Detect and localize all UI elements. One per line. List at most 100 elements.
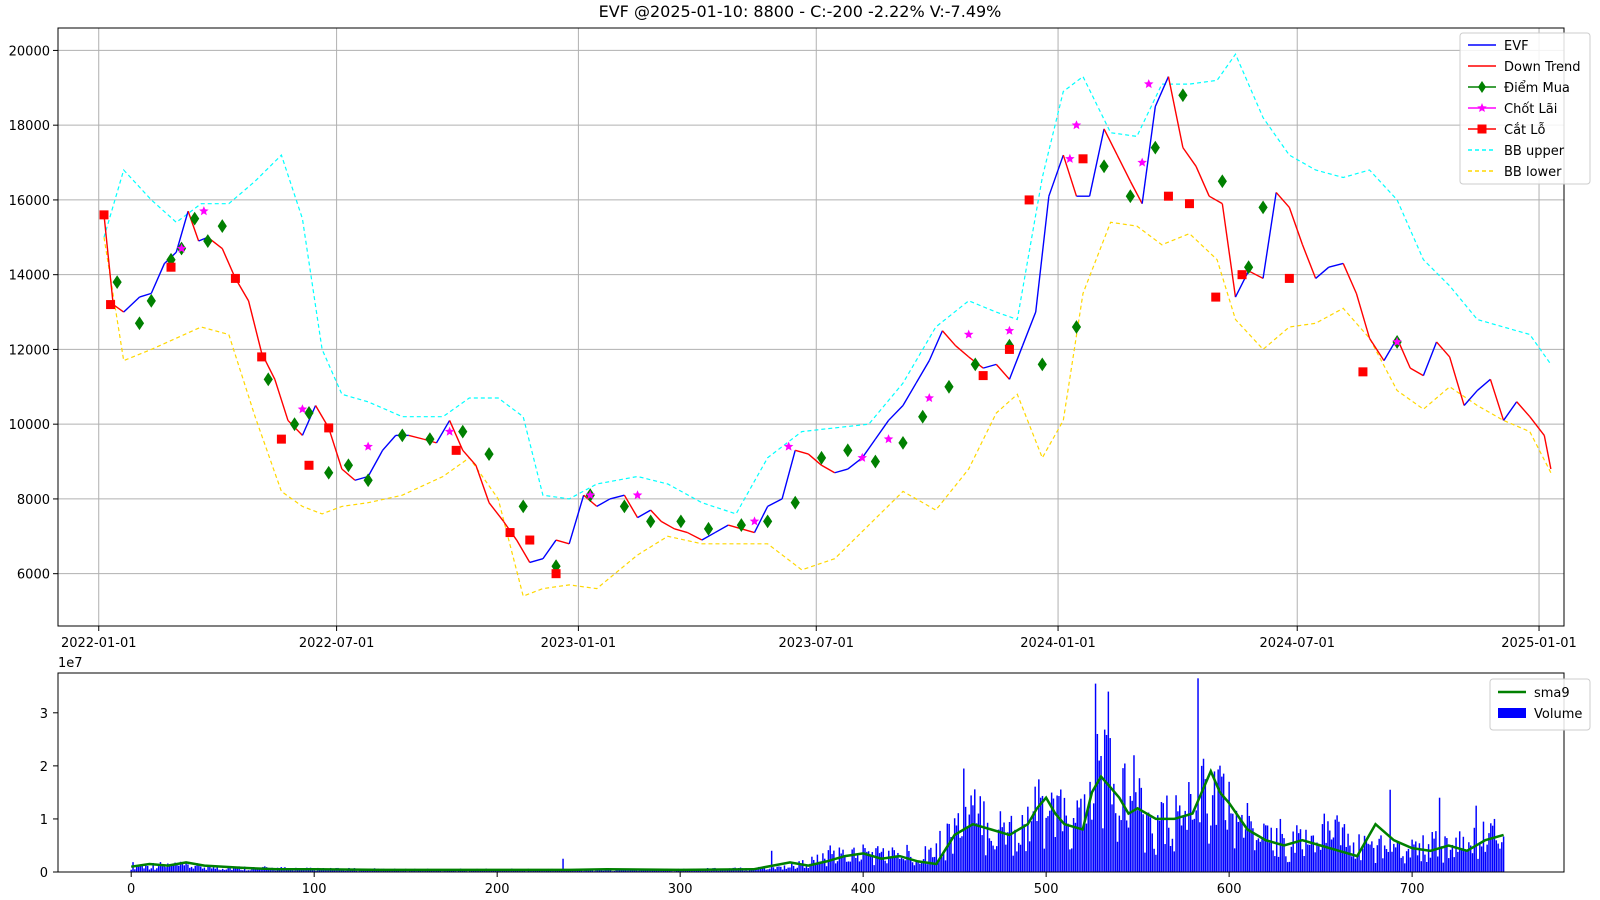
volume-bar xyxy=(869,854,872,872)
volume-bar xyxy=(445,870,447,872)
vol-x-tick-label: 100 xyxy=(302,882,327,897)
volume-bar xyxy=(1122,768,1124,872)
volume-bar xyxy=(1135,792,1137,872)
stop-loss-point xyxy=(978,371,988,381)
volume-bar xyxy=(1310,835,1313,872)
volume-bar xyxy=(1147,812,1150,872)
volume-bar xyxy=(154,869,156,872)
y-tick-label: 8000 xyxy=(17,493,50,508)
y-tick-label: 14000 xyxy=(9,269,50,284)
down-trend-segment xyxy=(1208,195,1223,205)
volume-bar xyxy=(1318,846,1320,872)
volume-bar xyxy=(1462,836,1465,872)
volume-bar xyxy=(1215,824,1218,872)
volume-bar xyxy=(1290,846,1293,872)
volume-bar xyxy=(1415,841,1417,872)
volume-bar xyxy=(509,870,511,872)
volume-bar xyxy=(1208,843,1210,872)
volume-bar xyxy=(900,858,903,872)
volume-bar xyxy=(928,849,930,872)
take-profit-point xyxy=(444,426,455,436)
volume-bar xyxy=(331,870,334,872)
volume-bar xyxy=(320,869,323,872)
volume-bar xyxy=(1458,831,1461,872)
volume-bar xyxy=(1151,833,1154,872)
volume-bar xyxy=(137,866,140,872)
volume-bar xyxy=(963,768,965,872)
buy-point xyxy=(736,518,746,532)
volume-bar xyxy=(833,850,835,872)
y-tick-label: 18000 xyxy=(9,119,50,134)
volume-bar xyxy=(756,869,758,872)
volume-bar xyxy=(1391,851,1393,872)
volume-bar xyxy=(1080,798,1082,872)
volume-bar xyxy=(919,863,921,872)
volume-bar xyxy=(1019,844,1022,872)
volume-bar xyxy=(174,862,176,872)
volume-bar xyxy=(1180,825,1183,872)
volume-bar xyxy=(355,870,358,872)
legend-label: Volume xyxy=(1534,707,1582,722)
volume-bar xyxy=(240,869,242,872)
volume-bar xyxy=(192,868,195,872)
evf-line-segment xyxy=(714,524,729,534)
evf-line-segment xyxy=(529,558,544,564)
volume-bar xyxy=(1116,841,1119,872)
evf-line-segment xyxy=(982,363,997,369)
volume-bar xyxy=(251,867,253,872)
volume-bar xyxy=(723,869,725,872)
buy-point xyxy=(289,417,300,432)
volume-bar xyxy=(600,870,603,872)
volume-bar xyxy=(796,867,799,872)
down-trend-segment xyxy=(1436,341,1451,358)
volume-bar xyxy=(637,870,639,872)
volume-bar xyxy=(727,869,729,872)
volume-bar xyxy=(849,861,852,872)
evf-line-segment xyxy=(861,438,876,459)
volume-bar xyxy=(1189,794,1192,872)
volume-bar xyxy=(214,868,217,872)
volume-bar xyxy=(1283,838,1285,872)
down-trend-segment xyxy=(1182,147,1197,167)
volume-bar xyxy=(148,869,151,872)
volume-bar xyxy=(1160,801,1163,872)
volume-bar xyxy=(1016,851,1018,872)
volume-bar xyxy=(893,850,895,872)
volume-bar xyxy=(977,813,980,872)
volume-bar xyxy=(168,865,171,872)
down-trend-segment xyxy=(103,214,114,305)
volume-bar xyxy=(983,801,985,872)
volume-bar xyxy=(170,864,173,872)
volume-bar xyxy=(646,870,648,872)
volume-bar xyxy=(150,868,153,872)
evf-line-segment xyxy=(637,509,652,519)
down-trend-segment xyxy=(1275,191,1290,208)
volume-bar xyxy=(814,863,817,872)
volume-bar xyxy=(1294,852,1296,872)
volume-bar xyxy=(1422,835,1424,872)
volume-bar xyxy=(1091,819,1093,872)
buy-point xyxy=(970,357,980,372)
volume-bar xyxy=(1255,840,1258,872)
volume-bar xyxy=(503,870,506,872)
volume-bar xyxy=(146,865,149,872)
volume-bar xyxy=(986,822,989,872)
volume-bar xyxy=(1345,846,1347,872)
volume-bar xyxy=(1038,779,1040,872)
volume-bar xyxy=(258,867,261,872)
volume-bar xyxy=(1427,844,1430,872)
down-trend-segment xyxy=(1062,154,1078,197)
legend-label: EVF xyxy=(1504,39,1529,54)
volume-bar xyxy=(1491,825,1494,872)
volume-bar xyxy=(181,863,184,872)
volume-bar xyxy=(1082,827,1084,872)
volume-bar xyxy=(492,870,495,872)
volume-bar xyxy=(781,869,784,872)
down-trend-segment xyxy=(1355,293,1371,339)
volume-bar xyxy=(1356,855,1358,872)
volume-axes-frame xyxy=(57,672,1565,873)
volume-bar xyxy=(1442,862,1444,872)
take-profit-point xyxy=(1004,325,1015,335)
volume-bar xyxy=(955,825,958,872)
down-trend-segment xyxy=(807,453,822,466)
